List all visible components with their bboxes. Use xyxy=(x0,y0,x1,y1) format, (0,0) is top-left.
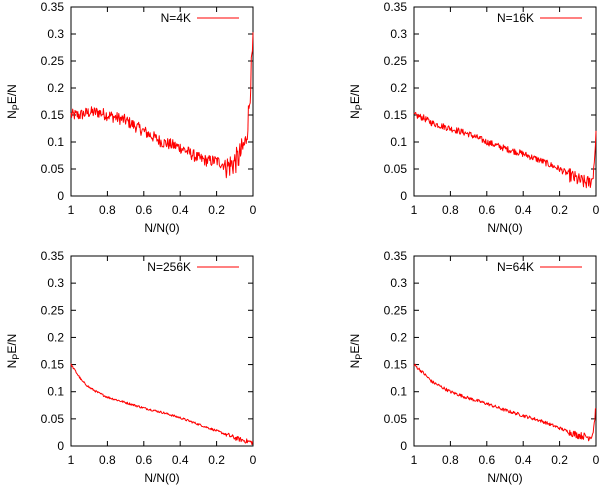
y-tick-label: 0.1 xyxy=(390,135,407,149)
y-tick-label: 0.15 xyxy=(41,358,65,372)
x-axis-label: N/N(0) xyxy=(144,471,179,485)
y-tick-label: 0.15 xyxy=(384,108,408,122)
y-tick-label: 0.25 xyxy=(41,303,65,317)
x-tick-label: 1 xyxy=(68,203,75,217)
x-tick-label: 0.8 xyxy=(442,203,459,217)
y-tick-label: 0.2 xyxy=(390,81,407,95)
x-axis-label: N/N(0) xyxy=(144,221,179,235)
y-tick-label: 0.05 xyxy=(384,412,408,426)
x-tick-label: 0.4 xyxy=(172,453,189,467)
x-tick-label: 0.4 xyxy=(515,453,532,467)
plot-frame xyxy=(70,255,254,447)
y-tick-label: 0 xyxy=(400,439,407,453)
y-axis-label: NPE/N xyxy=(5,334,21,369)
y-tick-label: 0.2 xyxy=(390,330,407,344)
y-tick-label: 0.35 xyxy=(384,0,408,14)
x-tick-label: 0 xyxy=(250,453,257,467)
x-tick-label: 0 xyxy=(593,453,599,467)
x-tick-label: 0.4 xyxy=(172,203,189,217)
x-axis-label: N/N(0) xyxy=(487,471,522,485)
legend-label: N=16K xyxy=(497,11,534,25)
plot-frame xyxy=(413,6,597,197)
y-axis-label: NPE/N xyxy=(5,84,21,119)
legend-label: N=4K xyxy=(161,11,191,25)
x-tick-label: 1 xyxy=(68,453,75,467)
x-tick-label: 0.8 xyxy=(442,453,459,467)
y-tick-label: 0.25 xyxy=(384,54,408,68)
series-line-1 xyxy=(413,363,597,442)
x-tick-label: 0.6 xyxy=(135,203,152,217)
y-tick-label: 0.15 xyxy=(384,358,408,372)
y-tick-label: 0.1 xyxy=(47,385,64,399)
x-tick-label: 0.6 xyxy=(478,453,495,467)
y-tick-label: 0.3 xyxy=(47,27,64,41)
x-tick-label: 0 xyxy=(250,203,257,217)
series-line-1 xyxy=(70,363,253,445)
x-tick-label: 0 xyxy=(593,203,599,217)
y-tick-label: 0.2 xyxy=(47,81,64,95)
y-tick-label: 0.05 xyxy=(384,162,408,176)
chart-panel-3: 0 0.05 0.1 0.15 0.2 0.25 0.3 0.35 1 0.8 0.6 0.4 0.2 0… xyxy=(5,249,257,485)
x-tick-label: 0.6 xyxy=(478,203,495,217)
y-tick-label: 0.05 xyxy=(41,412,65,426)
y-axis-label: NPE/N xyxy=(348,84,364,119)
x-tick-label: 0.2 xyxy=(208,453,225,467)
series-line-1 xyxy=(70,32,254,179)
series-line-1 xyxy=(413,111,597,189)
y-tick-label: 0.35 xyxy=(41,249,65,263)
chart-panel-2: 0 0.05 0.1 0.15 0.2 0.25 0.3 0.35 1 0.8 0.6 0.4 0.2 0… xyxy=(348,0,599,235)
chart-panel-1: 0 0.05 0.1 0.15 0.2 0.25 0.3 0.35 1 0.8 0.6 0.4 0.2 0… xyxy=(5,0,257,235)
y-tick-label: 0.25 xyxy=(41,54,65,68)
y-tick-label: 0 xyxy=(57,189,64,203)
x-tick-label: 0.4 xyxy=(515,203,532,217)
y-axis-label: NPE/N xyxy=(348,334,364,369)
y-tick-label: 0.2 xyxy=(47,330,64,344)
y-tick-label: 0 xyxy=(57,439,64,453)
x-tick-label: 0.8 xyxy=(99,203,116,217)
y-tick-label: 0.3 xyxy=(390,276,407,290)
y-tick-label: 0.35 xyxy=(384,249,408,263)
y-tick-label: 0.1 xyxy=(390,385,407,399)
legend-label: N=256K xyxy=(147,260,191,274)
chart-panel-4: 0 0.05 0.1 0.15 0.2 0.25 0.3 0.35 1 0.8 0.6 0.4 0.2 0… xyxy=(348,249,599,485)
x-tick-label: 0.8 xyxy=(99,453,116,467)
y-tick-label: 0.3 xyxy=(390,27,407,41)
y-tick-label: 0 xyxy=(400,189,407,203)
x-tick-label: 0.6 xyxy=(135,453,152,467)
y-tick-label: 0.15 xyxy=(41,108,65,122)
legend-label: N=64K xyxy=(497,260,534,274)
y-tick-label: 0.05 xyxy=(41,162,65,176)
plot-frame xyxy=(70,6,254,197)
x-axis-label: N/N(0) xyxy=(487,221,522,235)
x-tick-label: 0.2 xyxy=(551,203,568,217)
x-tick-label: 1 xyxy=(411,453,418,467)
y-tick-label: 0.25 xyxy=(384,303,408,317)
x-tick-label: 0.2 xyxy=(208,203,225,217)
y-tick-label: 0.1 xyxy=(47,135,64,149)
x-tick-label: 0.2 xyxy=(551,453,568,467)
y-tick-label: 0.35 xyxy=(41,0,65,14)
y-tick-label: 0.3 xyxy=(47,276,64,290)
plot-frame xyxy=(413,255,597,447)
x-tick-label: 1 xyxy=(411,203,418,217)
